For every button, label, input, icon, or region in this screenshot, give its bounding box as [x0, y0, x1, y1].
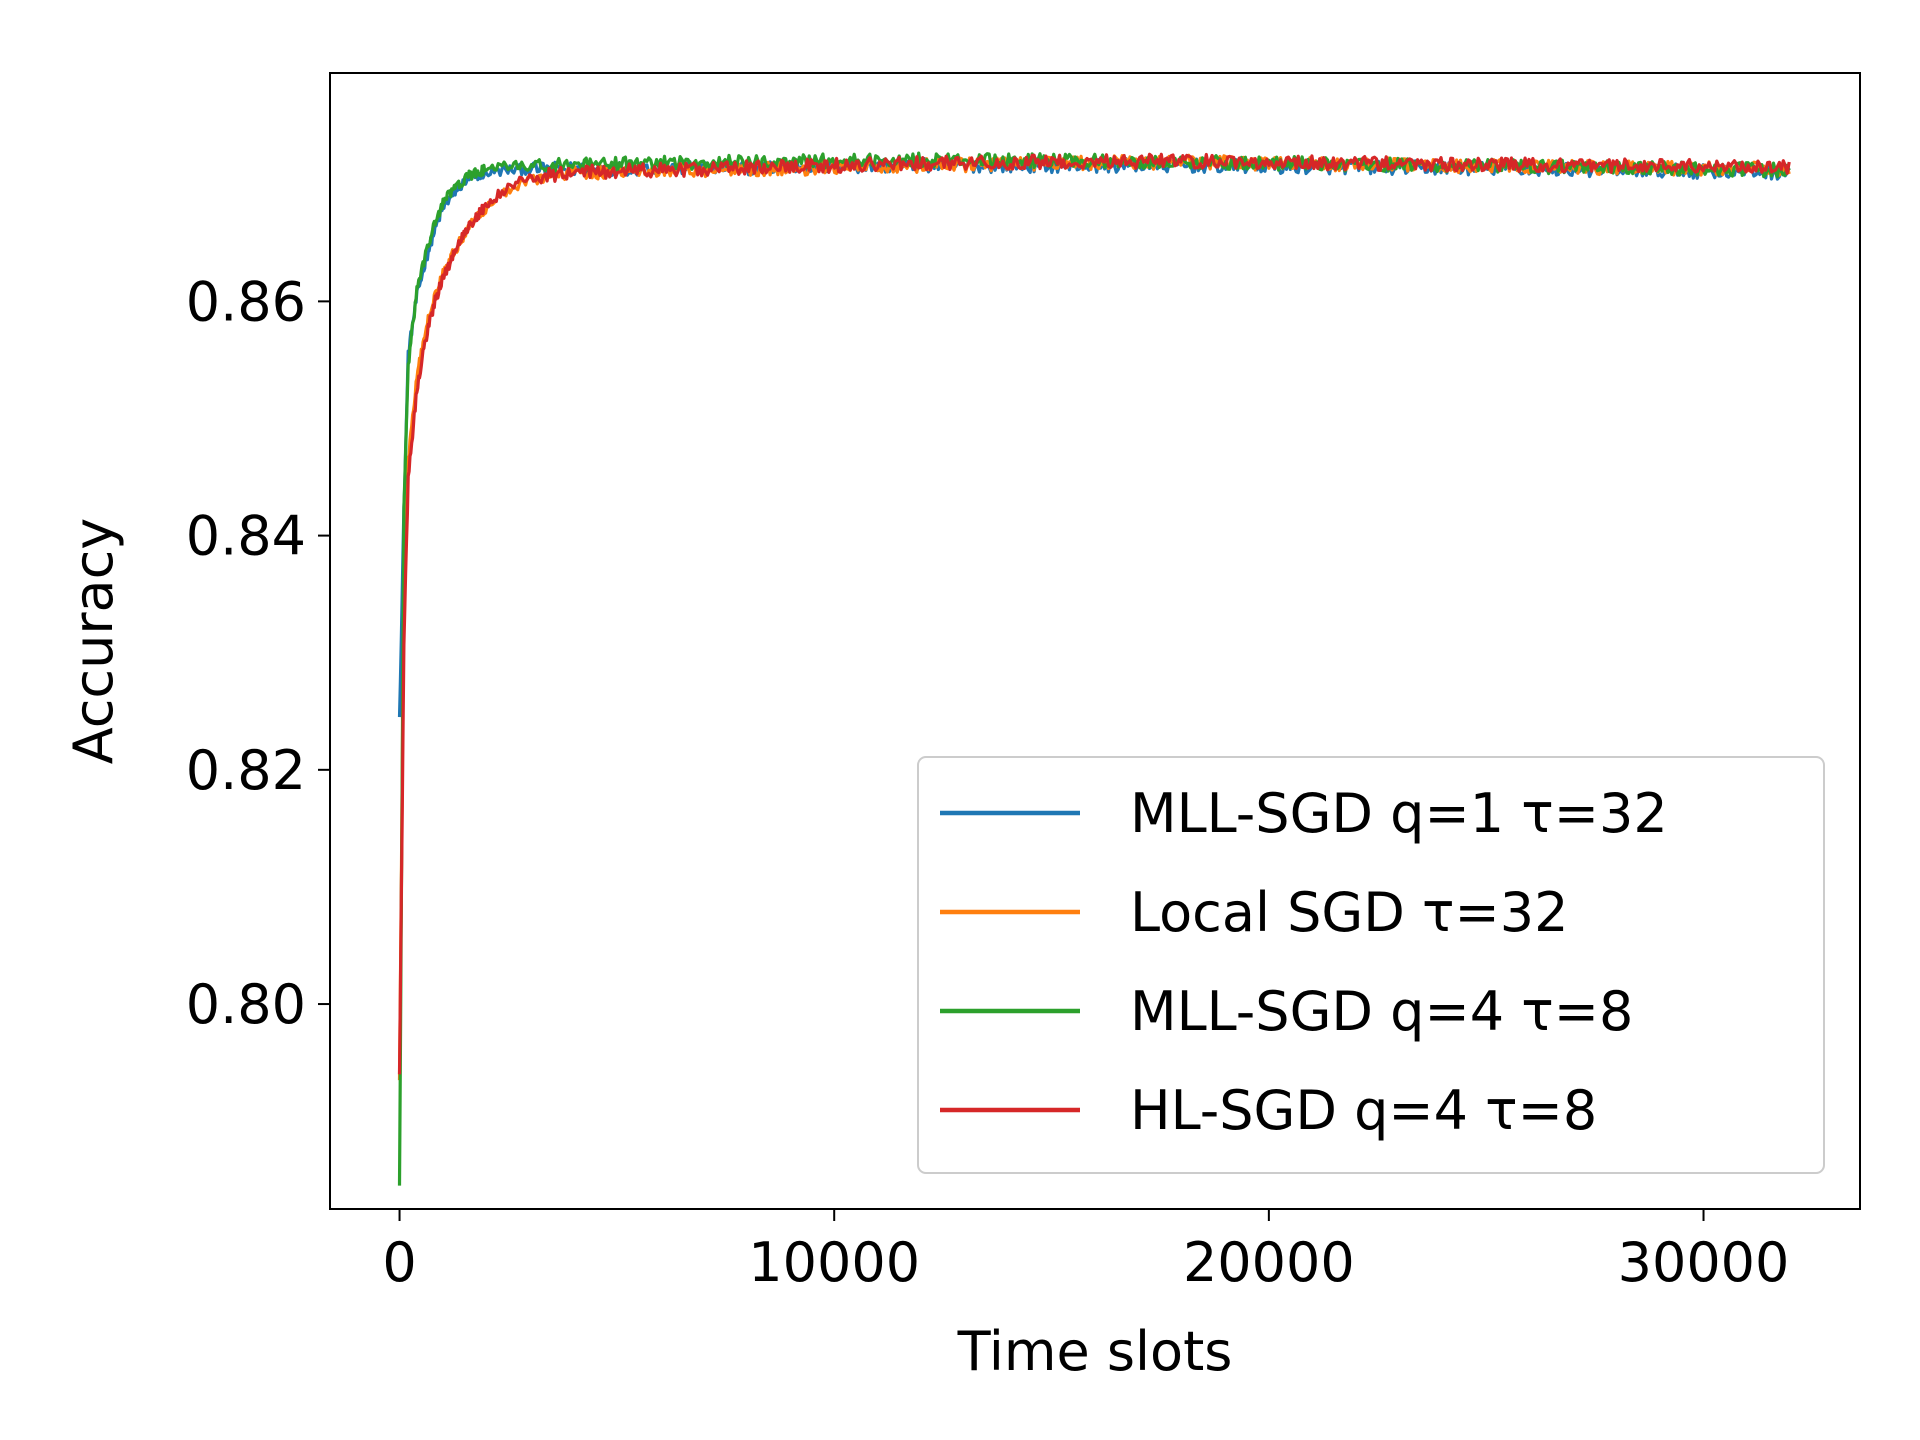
legend-label-3: MLL-SGD q=4 τ=8 — [1130, 980, 1633, 1043]
y-axis-label: Accuracy — [62, 518, 125, 765]
x-tick-label: 30000 — [1618, 1231, 1790, 1294]
x-tick-label: 10000 — [748, 1231, 920, 1294]
y-axis-ticks: 0.80 0.82 0.84 0.86 — [186, 270, 330, 1036]
plot-frame — [329, 72, 1861, 1210]
x-axis-label: Time slots — [957, 1320, 1233, 1383]
x-tick-label: 0 — [382, 1231, 416, 1294]
y-tick-label: 0.82 — [186, 739, 306, 802]
y-tick-label: 0.80 — [186, 973, 306, 1036]
y-tick-label: 0.84 — [186, 505, 306, 568]
series-layer — [397, 151, 1791, 1186]
legend: MLL-SGD q=1 τ=32 Local SGD τ=32 MLL-SGD q=… — [917, 756, 1825, 1174]
legend-label-1: MLL-SGD q=1 τ=32 — [1130, 782, 1668, 845]
y-tick-label: 0.86 — [186, 270, 306, 333]
legend-label-4: HL-SGD q=4 τ=8 — [1130, 1079, 1597, 1142]
legend-label-2: Local SGD τ=32 — [1130, 881, 1568, 944]
x-tick-label: 20000 — [1183, 1231, 1355, 1294]
x-axis-ticks: 0 10000 20000 30000 — [382, 1209, 1789, 1294]
legend-box — [917, 756, 1825, 1174]
series-line-4 — [397, 152, 1791, 1075]
legend-items: MLL-SGD q=1 τ=32 Local SGD τ=32 MLL-SGD q=… — [940, 782, 1668, 1142]
